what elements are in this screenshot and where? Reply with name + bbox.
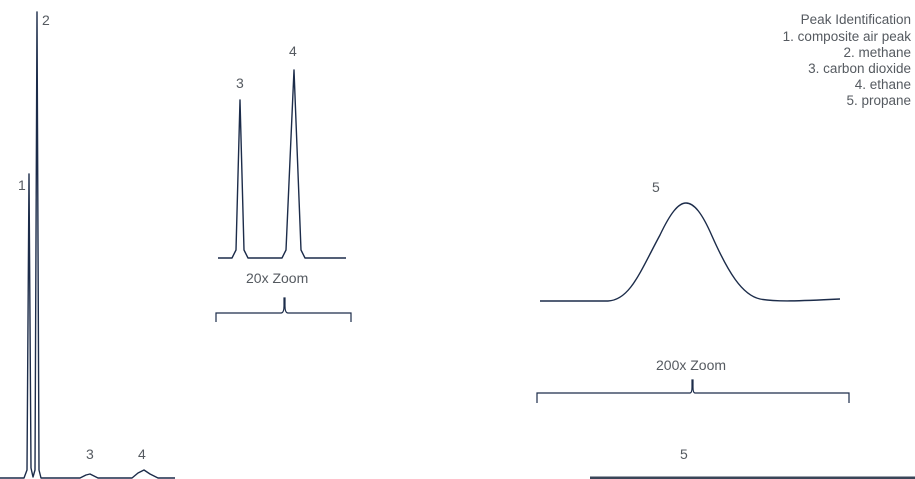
inset-200x-bracket	[536, 379, 850, 403]
legend-entry-4: 4. ethane	[855, 77, 911, 92]
legend-entry-1: 1. composite air peak	[783, 29, 912, 44]
main-peak-label-4: 4	[138, 446, 146, 462]
inset-200x-trace	[540, 202, 841, 302]
main-trace	[0, 11, 175, 479]
inset-20x: 3 4 20x Zoom	[215, 43, 352, 322]
legend: Peak Identification 1. composite air pea…	[783, 12, 912, 108]
main-peak-label-5: 5	[680, 446, 688, 462]
inset-20x-zoom-label: 20x Zoom	[246, 270, 308, 286]
inset-200x: 5 200x Zoom	[536, 179, 850, 403]
legend-entry-2: 2. methane	[843, 45, 911, 60]
inset-200x-peak-label-5: 5	[652, 179, 660, 195]
inset-20x-trace	[218, 69, 346, 259]
legend-entry-3: 3. carbon dioxide	[808, 61, 911, 76]
legend-title: Peak Identification	[801, 12, 911, 27]
inset-20x-peak-label-4: 4	[289, 43, 297, 59]
inset-20x-peak-label-3: 3	[236, 75, 244, 91]
legend-entry-5: 5. propane	[846, 93, 911, 108]
main-peak-label-2: 2	[42, 12, 50, 28]
inset-200x-zoom-label: 200x Zoom	[656, 357, 726, 373]
main-peak-label-3: 3	[86, 446, 94, 462]
main-peak-label-1: 1	[18, 177, 26, 193]
inset-20x-bracket	[215, 297, 352, 322]
